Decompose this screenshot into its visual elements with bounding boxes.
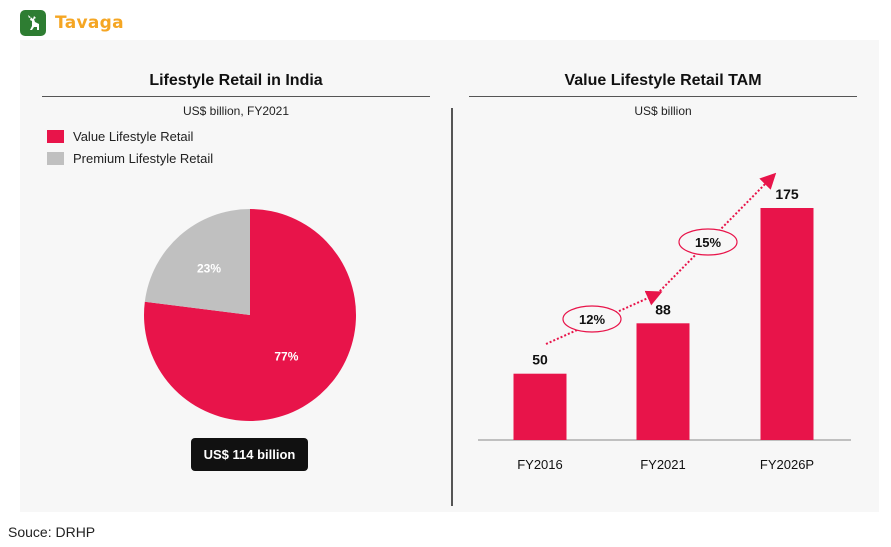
legend-swatch-value bbox=[47, 130, 64, 143]
pie-chart-title: Lifestyle Retail in India bbox=[149, 72, 323, 89]
bar-chart-title: Value Lifestyle Retail TAM bbox=[564, 72, 762, 89]
source-note: Souce: DRHP bbox=[8, 524, 96, 540]
brand: Tavaga bbox=[20, 9, 124, 37]
pie-total-badge: US$ 114 billion bbox=[191, 438, 308, 471]
bar-title-rule bbox=[469, 96, 857, 97]
pie-chart-subtitle: US$ billion, FY2021 bbox=[182, 104, 290, 118]
pie-title-rule bbox=[42, 96, 430, 97]
brand-name: Tavaga bbox=[55, 13, 124, 33]
legend-item-value: Value Lifestyle Retail bbox=[47, 129, 193, 144]
chart-divider bbox=[451, 108, 453, 506]
legend-swatch-premium bbox=[47, 152, 64, 165]
legend-label-value: Value Lifestyle Retail bbox=[73, 129, 194, 144]
legend-label-premium: Premium Lifestyle Retail bbox=[73, 151, 214, 166]
deer-icon bbox=[20, 10, 46, 36]
legend-item-premium: Premium Lifestyle Retail bbox=[47, 151, 213, 166]
bar-chart-subtitle: US$ billion bbox=[634, 104, 692, 118]
